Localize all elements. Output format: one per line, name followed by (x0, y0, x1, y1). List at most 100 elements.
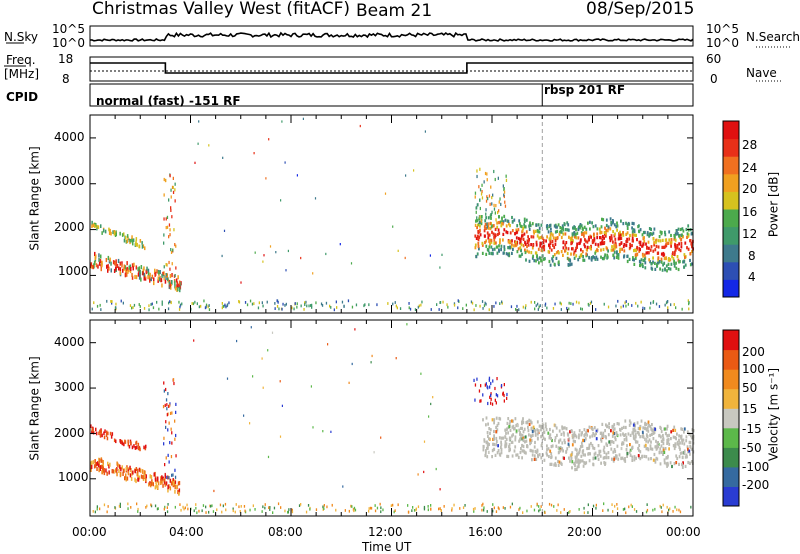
power-pixel (587, 302, 589, 306)
power-pixel (347, 299, 350, 303)
power-pixel (543, 248, 546, 252)
power-pixel (660, 252, 663, 256)
power-pixel (577, 258, 580, 262)
velocity-pixel (350, 504, 352, 508)
power-pixel (176, 281, 178, 286)
power-pixel (596, 248, 598, 252)
power-pixel (476, 226, 478, 230)
velocity-pixel (395, 357, 397, 360)
power-pixel (95, 254, 97, 259)
velocity-pixel (646, 426, 649, 430)
power-pixel (657, 256, 660, 260)
nave-tick-top: 60 (706, 52, 722, 66)
velocity-pixel (272, 511, 274, 514)
velocity-pixel (632, 434, 635, 439)
velocity-pixel (511, 419, 513, 423)
velocity-pixel (685, 435, 688, 439)
power-pixel (638, 230, 641, 234)
velocity-pixel (505, 427, 508, 432)
velocity-pixel (130, 441, 132, 445)
velocity-pixel (193, 509, 195, 513)
velocity-pixel (672, 444, 675, 448)
power-pixel (646, 233, 649, 237)
velocity-pixel (486, 440, 488, 444)
power-pixel (687, 247, 690, 251)
velocity-pixel (183, 507, 185, 511)
velocity-pixel (519, 436, 522, 440)
power-pixel (553, 224, 556, 228)
velocity-pixel (506, 421, 509, 425)
velocity-pixel (490, 393, 492, 397)
velocity-pixel (96, 466, 98, 471)
velocity-pixel (94, 510, 96, 514)
velocity-pixel (637, 454, 640, 458)
power-pixel (671, 255, 673, 259)
power-pixel (584, 238, 586, 242)
power-pixel (339, 243, 341, 246)
power-pixel (485, 216, 488, 220)
velocity-pixel (174, 489, 176, 494)
power-pixel (583, 234, 585, 238)
power-pixel (123, 266, 125, 271)
velocity-pixel (171, 473, 173, 477)
velocity-pixel (573, 431, 576, 435)
power-pixel (492, 193, 494, 197)
power-pixel (579, 223, 582, 227)
velocity-pixel (681, 455, 684, 460)
power-pixel (691, 249, 693, 253)
power-pixel (487, 216, 490, 220)
velocity-pixel (679, 510, 682, 514)
power-pixel (521, 234, 523, 238)
power-pixel (577, 227, 580, 232)
velocity-pixel (511, 425, 514, 429)
power-pixel (179, 282, 182, 287)
power-pixel (609, 239, 612, 243)
velocity-pixel (174, 480, 177, 484)
power-pixel (564, 232, 567, 236)
power-pixel (501, 300, 503, 304)
power-pixel (643, 253, 646, 257)
power-pixel (616, 221, 618, 225)
velocity-pixel (536, 449, 539, 453)
power-pixel (163, 217, 165, 221)
velocity-pixel (610, 447, 613, 451)
velocity-pixel (476, 377, 478, 381)
power-pixel (523, 225, 526, 229)
power-pixel (652, 260, 654, 264)
power-pixel (673, 303, 675, 306)
velocity-pixel (533, 508, 536, 512)
power-pixel (643, 236, 645, 240)
velocity-pixel (545, 428, 548, 432)
power-pixel (670, 238, 673, 242)
power-pixel (305, 300, 307, 304)
velocity-pixel (507, 431, 509, 435)
velocity-pixel (417, 473, 419, 476)
power-pixel (486, 195, 488, 199)
power-pixel (500, 222, 503, 226)
velocity-pixel (582, 464, 585, 468)
velocity-pixel (632, 427, 635, 431)
velocity-pixel (171, 481, 174, 486)
power-pixel (95, 223, 97, 227)
power-pixel (638, 240, 641, 244)
power-pixel (129, 269, 132, 274)
velocity-pixel (300, 503, 302, 506)
power-pixel (566, 228, 569, 232)
power-pixel (131, 275, 134, 280)
velocity-pixel (666, 424, 669, 428)
y-tick-label: 4000 (54, 130, 85, 144)
power-pixel (613, 234, 616, 238)
power-pixel (282, 302, 284, 306)
freq-tick-top: 18 (58, 52, 74, 66)
velocity-pixel (530, 427, 533, 431)
power-pixel (493, 238, 496, 242)
power-pixel (605, 223, 608, 228)
power-pixel (580, 307, 582, 311)
power-pixel (368, 303, 370, 307)
velocity-pixel (137, 475, 139, 480)
velocity-pixel (557, 463, 560, 467)
power-pixel (552, 243, 554, 247)
velocity-pixel (109, 431, 112, 436)
power-pixel (560, 235, 563, 240)
velocity-pixel (612, 428, 615, 432)
